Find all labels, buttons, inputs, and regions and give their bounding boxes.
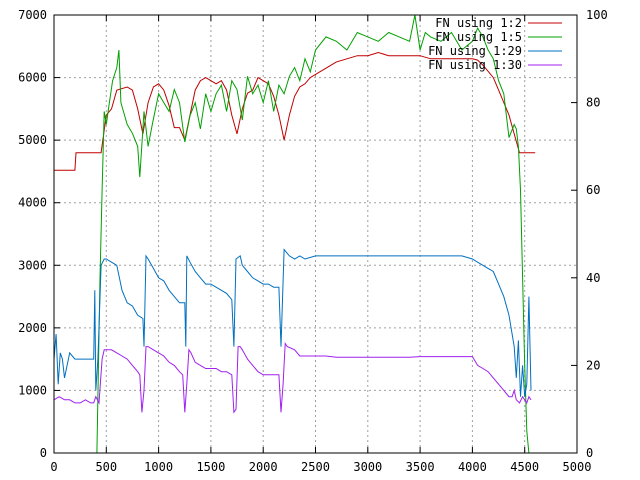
series-line-2 [96, 14, 530, 454]
y2-tick-label: 80 [586, 96, 600, 110]
y-tick-label: 4000 [18, 196, 47, 210]
series-line-1 [54, 51, 536, 171]
x-tick-label: 0 [50, 460, 57, 474]
x-tick-label: 3500 [406, 460, 435, 474]
x-tick-label: 4000 [458, 460, 487, 474]
x-tick-label: 3000 [353, 460, 382, 474]
y2-tick-label: 0 [586, 446, 593, 460]
x-tick-label: 500 [95, 460, 117, 474]
y-tick-label: 3000 [18, 258, 47, 272]
legend-label: FN using 1:30 [428, 58, 522, 72]
y-tick-label: 2000 [18, 321, 47, 335]
series-layer [53, 14, 536, 454]
x-tick-label: 1000 [144, 460, 173, 474]
axis-ticks: 0 500 1000 1500 2000 2500 3000 3500 4000 4500 5000… [18, 8, 608, 474]
y-tick-label: 1000 [18, 383, 47, 397]
y2-tick-label: 60 [586, 183, 600, 197]
legend-label: FN using 1:29 [428, 44, 522, 58]
x-tick-label: 5000 [563, 460, 592, 474]
y2-tick-label: 40 [586, 271, 600, 285]
x-tick-label: 4500 [510, 460, 539, 474]
legend-label: FN using 1:2 [435, 16, 522, 30]
y2-tick-label: 100 [586, 8, 608, 22]
x-tick-label: 2000 [249, 460, 278, 474]
y-tick-label: 0 [40, 446, 47, 460]
x-tick-label: 2500 [301, 460, 330, 474]
y2-tick-label: 20 [586, 358, 600, 372]
series-line-3 [53, 248, 532, 397]
series-line-4 [53, 341, 532, 414]
y-tick-label: 6000 [18, 71, 47, 85]
legend: FN using 1:2FN using 1:5FN using 1:29FN … [428, 16, 562, 72]
y-tick-label: 7000 [18, 8, 47, 22]
x-tick-label: 1500 [196, 460, 225, 474]
y-tick-label: 5000 [18, 133, 47, 147]
legend-label: FN using 1:5 [435, 30, 522, 44]
gridlines [54, 15, 577, 453]
